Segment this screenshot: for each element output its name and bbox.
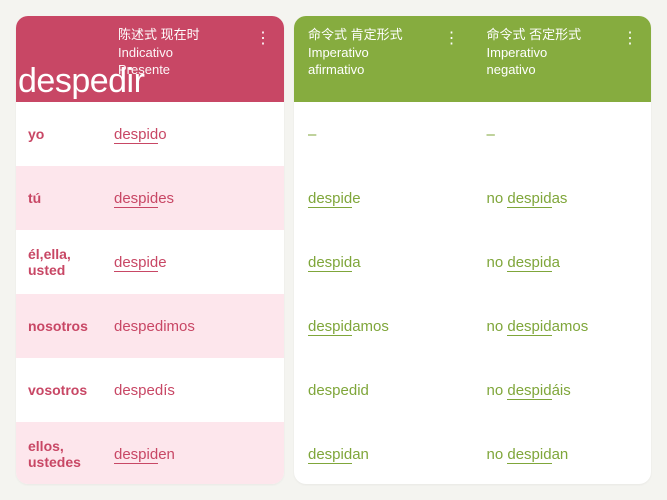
table-row: nosotros despedimos (16, 294, 284, 358)
table-row: despidamos (294, 294, 473, 358)
pronoun-label: nosotros (28, 318, 114, 334)
conjugation-cell: despiden (114, 446, 284, 463)
table-row: despida (294, 230, 473, 294)
table-row: él,ella,usted despide (16, 230, 284, 294)
indicative-rows: yo despido tú despides él,ella,usted des… (16, 102, 284, 484)
imperative-aff-cn: 命令式 肯定形式 (308, 26, 459, 44)
conjugation-cell: no despidáis (487, 382, 571, 399)
conjugation-cell: no despidamos (487, 318, 589, 335)
table-row: tú despides (16, 166, 284, 230)
table-row: no despidamos (473, 294, 652, 358)
menu-icon[interactable]: ⋮ (444, 28, 461, 48)
menu-icon[interactable]: ⋮ (622, 28, 639, 48)
conjugation-cell: despedid (308, 382, 369, 399)
table-row: – (473, 102, 652, 166)
pronoun-label: vosotros (28, 382, 114, 398)
imperative-neg-header: 命令式 否定形式 Imperativo negativo ⋮ (473, 16, 652, 102)
conjugation-cell: despidamos (308, 318, 389, 335)
table-row: no despidan (473, 422, 652, 484)
imperative-affirmative-column: 命令式 肯定形式 Imperativo afirmativo ⋮ – despi… (294, 16, 473, 484)
conjugation-cell: no despidas (487, 190, 568, 207)
table-row: – (294, 102, 473, 166)
indicative-header-cn: 陈述式 现在时 (118, 26, 278, 44)
pronoun-label: ellos,ustedes (28, 438, 114, 470)
table-row: despedid (294, 358, 473, 422)
table-row: no despida (473, 230, 652, 294)
conjugation-cell: no despidan (487, 446, 569, 463)
table-row: yo despido (16, 102, 284, 166)
table-row: despidan (294, 422, 473, 484)
conjugation-cell: despide (308, 190, 361, 207)
conjugation-cell: – (308, 126, 316, 143)
indicative-header-es1: Indicativo (118, 44, 278, 62)
conjugation-cell: despido (114, 126, 284, 143)
menu-icon[interactable]: ⋮ (255, 28, 272, 48)
verb-title: despedir (16, 62, 144, 101)
table-row: despide (294, 166, 473, 230)
imperative-negative-column: 命令式 否定形式 Imperativo negativo ⋮ – no desp… (473, 16, 652, 484)
conjugation-cell: despedimos (114, 318, 284, 335)
conjugation-cell: despidan (308, 446, 369, 463)
table-row: no despidáis (473, 358, 652, 422)
imperative-aff-es2: afirmativo (308, 61, 459, 79)
imperative-aff-es1: Imperativo (308, 44, 459, 62)
table-row: no despidas (473, 166, 652, 230)
conjugation-cell: despides (114, 190, 284, 207)
conjugation-table: 陈述式 现在时 Indicativo Presente ⋮ despedir y… (16, 16, 651, 484)
indicative-panel: 陈述式 现在时 Indicativo Presente ⋮ despedir y… (16, 16, 284, 484)
table-row: ellos,ustedes despiden (16, 422, 284, 484)
conjugation-cell: no despida (487, 254, 560, 271)
imperative-neg-es2: negativo (487, 61, 638, 79)
conjugation-cell: despedís (114, 382, 284, 399)
conjugation-cell: despida (308, 254, 361, 271)
conjugation-cell: despide (114, 254, 284, 271)
imperative-neg-cn: 命令式 否定形式 (487, 26, 638, 44)
imperative-aff-header: 命令式 肯定形式 Imperativo afirmativo ⋮ (294, 16, 473, 102)
pronoun-label: él,ella,usted (28, 246, 114, 278)
pronoun-label: yo (28, 126, 114, 142)
conjugation-cell: – (487, 126, 495, 143)
imperative-panel: 命令式 肯定形式 Imperativo afirmativo ⋮ – despi… (294, 16, 651, 484)
imperative-neg-es1: Imperativo (487, 44, 638, 62)
table-row: vosotros despedís (16, 358, 284, 422)
pronoun-label: tú (28, 190, 114, 206)
